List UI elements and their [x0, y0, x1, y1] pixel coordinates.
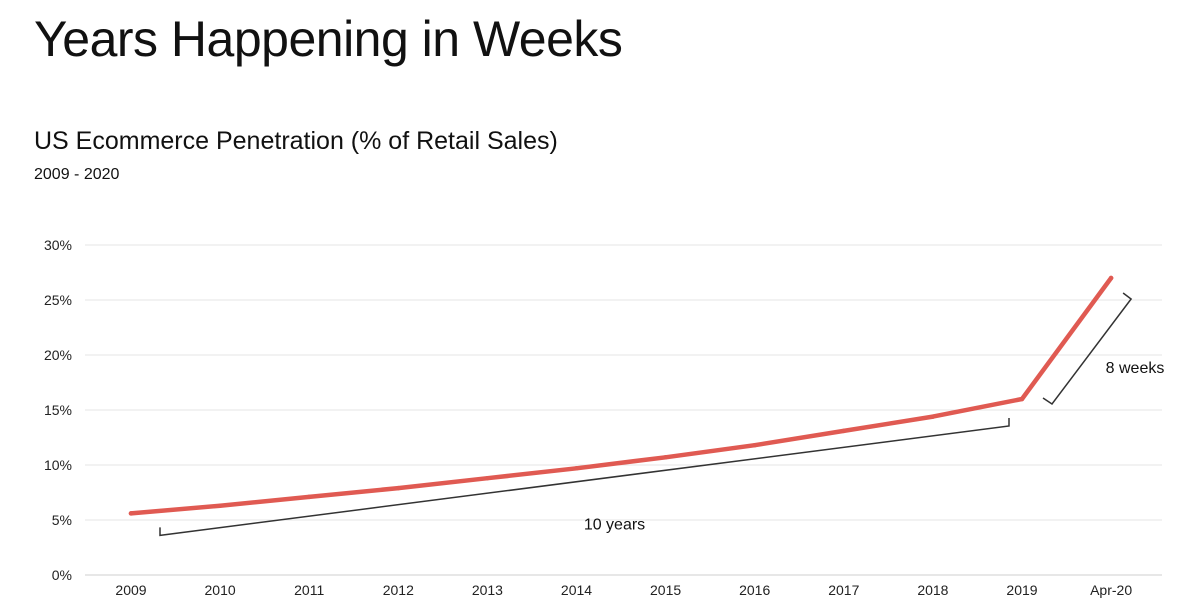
y-tick-label: 5%	[52, 512, 72, 528]
data-point	[1108, 275, 1114, 281]
data-point	[1019, 396, 1025, 402]
x-axis: 2009 2010 2011 2012 2013 2014 2015 2016 2017 2018…	[115, 582, 1132, 598]
page-title: Years Happening in Weeks	[34, 11, 623, 67]
x-tick-label: 2010	[205, 582, 236, 598]
series-line-ecommerce-penetration	[128, 275, 1114, 516]
x-tick-label: 2009	[115, 582, 146, 598]
y-tick-label: 0%	[52, 567, 72, 583]
y-tick-label: 20%	[44, 347, 72, 363]
x-tick-label: 2019	[1006, 582, 1037, 598]
x-tick-label: 2015	[650, 582, 681, 598]
data-point	[306, 494, 312, 500]
x-tick-label: 2012	[383, 582, 414, 598]
annotation-label-8-weeks: 8 weeks	[1106, 360, 1165, 377]
bracket-10-years	[159, 418, 1010, 537]
x-tick-label: 2014	[561, 582, 592, 598]
y-tick-label: 15%	[44, 402, 72, 418]
x-tick-label: 2016	[739, 582, 770, 598]
data-point	[930, 414, 936, 419]
data-point	[663, 455, 668, 460]
y-tick-label: 30%	[44, 237, 72, 253]
gridlines	[85, 244, 1162, 576]
x-tick-label: 2013	[472, 582, 503, 598]
data-point	[574, 466, 579, 471]
x-tick-label: 2018	[917, 582, 948, 598]
chart-title: US Ecommerce Penetration (% of Retail Sa…	[34, 127, 558, 155]
data-point	[217, 503, 223, 508]
bracket-8-weeks	[1042, 292, 1133, 406]
data-point	[485, 475, 490, 481]
data-point	[752, 442, 757, 448]
data-point	[841, 428, 847, 434]
data-point	[128, 511, 134, 516]
annotations: 10 years 8 weeks	[159, 292, 1165, 537]
series-layer	[128, 275, 1114, 516]
x-tick-label: Apr-20	[1090, 582, 1132, 598]
x-tick-label: 2011	[294, 582, 324, 598]
data-point	[396, 485, 401, 491]
y-tick-label: 25%	[44, 292, 72, 308]
y-axis: 0% 5% 10% 15% 20% 25% 30%	[44, 237, 72, 583]
y-tick-label: 10%	[44, 457, 72, 473]
annotation-label-10-years: 10 years	[584, 517, 645, 534]
chart-subtitle: 2009 - 2020	[34, 166, 120, 183]
x-tick-label: 2017	[828, 582, 859, 598]
